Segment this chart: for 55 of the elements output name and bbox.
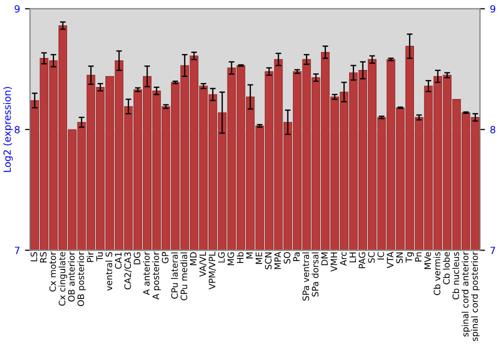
x-tick-label: Cx motor [49, 252, 56, 292]
x-tick-label: Cb vermis [434, 252, 440, 296]
x-tick-label: LS [30, 252, 38, 262]
x-tick-label: ventral S [105, 252, 112, 291]
x-tick-label: M [246, 252, 253, 258]
x-tick-label: spinal cord posterior [471, 252, 480, 342]
x-tick-label: MG [227, 252, 234, 266]
x-tick-label: SC [368, 252, 375, 263]
x-tick-label: spinal cord anterior [462, 252, 470, 336]
x-tick-label: RS [40, 252, 47, 262]
x-tick-label: MD [190, 252, 196, 266]
x-tick-label: SCN [264, 252, 272, 270]
x-tick-label: Pn [415, 252, 422, 262]
x-tick-label: LG [218, 252, 225, 262]
x-tick-label: A anterior [142, 252, 150, 296]
x-tick-label: Pir [86, 252, 94, 262]
x-tick-label: VMH [330, 252, 338, 272]
x-tick-label: ME [256, 252, 262, 264]
x-tick-label: SPa ventral [302, 252, 310, 301]
x-tick-label: CPu lateral [171, 252, 178, 299]
x-tick-label: DG [134, 252, 140, 264]
x-tick-label: A posterior [152, 252, 161, 300]
x-tick-label: OB posterior [77, 252, 86, 306]
y2-tick-label: 9 [490, 5, 496, 13]
y2-tick-label: 7 [490, 246, 496, 254]
x-tick-label: GP [162, 252, 168, 264]
x-tick-label: SPa dorsal [312, 252, 318, 296]
y-axis-title: Log2 (expression) [3, 87, 13, 172]
x-tick-label: Tg [406, 252, 414, 263]
y-tick-label: 9 [14, 5, 20, 13]
x-tick-label: VPM/VPL [208, 252, 216, 290]
x-tick-label: Hb [236, 252, 244, 263]
y-tick-label: 8 [14, 126, 20, 134]
x-tick-label: Cx cingulate [58, 252, 68, 306]
x-tick-label: CPu medial [180, 252, 188, 300]
x-tick-label: Tu [96, 252, 103, 262]
x-tick-label: SN [396, 252, 403, 264]
x-tick-label: CA2/CA3 [124, 252, 132, 290]
x-tick-label: VA/VL [199, 252, 207, 277]
x-tick-label: CA1 [114, 252, 122, 269]
x-tick-label: LH [349, 252, 356, 262]
x-tick-label: VTA [386, 252, 394, 268]
x-tick-label: SO [284, 252, 290, 264]
x-tick-label: Cb nucleus [452, 252, 460, 300]
x-tick-label: PAG [358, 252, 366, 268]
x-tick-label: Pa [293, 252, 300, 262]
x-tick-label: Arc [340, 252, 347, 266]
x-tick-label: OB anterior [68, 252, 75, 302]
y2-tick-label: 8 [490, 126, 496, 134]
y-tick-label: 7 [14, 246, 20, 254]
x-tick-label: Cb lobe [442, 252, 450, 284]
x-tick-label: MPA [274, 252, 281, 270]
x-tick-label: IC [377, 252, 384, 260]
x-tick-label: MVe [424, 252, 431, 270]
x-tick-label: DM [321, 252, 328, 266]
